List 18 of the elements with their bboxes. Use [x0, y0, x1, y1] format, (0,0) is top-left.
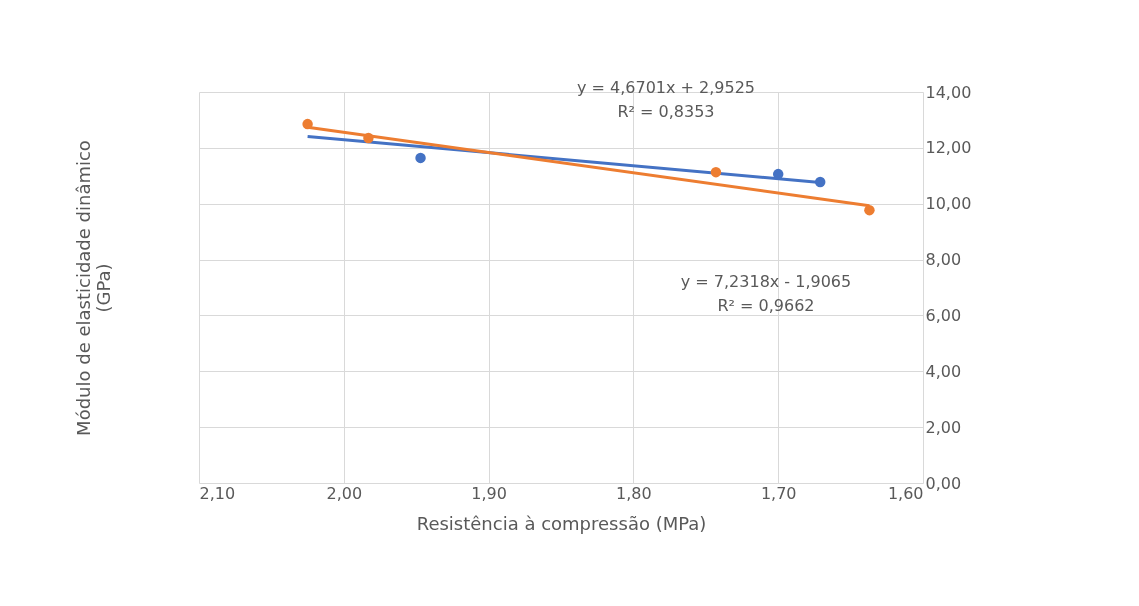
y-tick-label: 2,00 — [925, 417, 962, 437]
x-tick-label: 1,80 — [616, 483, 652, 503]
y-axis-title: Módulo de elasticidade dinâmico (GPa) — [72, 140, 114, 436]
y-tick-label: 8,00 — [925, 250, 962, 270]
x-tick-label: 2,10 — [199, 483, 236, 503]
y-tick-label: 4,00 — [925, 361, 962, 381]
y-tick-label: 14,00 — [925, 82, 972, 102]
y-tick-label: 6,00 — [925, 305, 962, 325]
x-tick-label: 1,90 — [471, 483, 507, 503]
y-tick-label: 12,00 — [925, 138, 972, 158]
x-tick-label: 1,60 — [887, 483, 924, 503]
x-axis-title: Resistência à compressão (MPa) — [416, 512, 707, 534]
y-tick-label: 0,00 — [925, 473, 962, 493]
y-tick-label: 10,00 — [925, 194, 972, 214]
x-tick-label: 2,00 — [326, 483, 363, 503]
annotation: y = 4,6701x + 2,9525 R² = 0,8353 — [576, 78, 756, 121]
annotation: y = 7,2318x - 1,9065 R² = 0,9662 — [680, 272, 852, 315]
x-tick-label: 1,70 — [760, 483, 797, 503]
